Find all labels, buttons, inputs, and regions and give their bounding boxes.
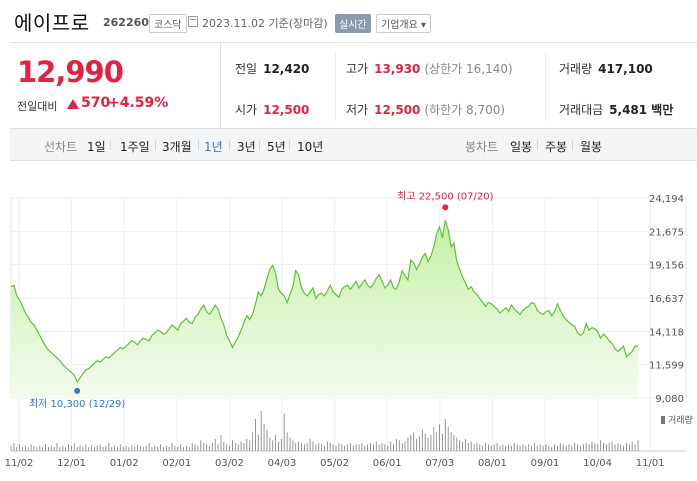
day-low: 저가 12,500 (하한가 8,700) xyxy=(346,101,505,118)
stock-code: 262260 xyxy=(103,16,149,29)
day-high-value: 13,930 xyxy=(374,62,421,76)
range-3m[interactable]: 3개월 xyxy=(162,140,192,154)
price-area xyxy=(11,220,638,398)
divider xyxy=(572,140,573,150)
volume-bars xyxy=(10,411,686,452)
candle-daily[interactable]: 일봉 xyxy=(510,140,533,154)
trade-amount: 거래대금 5,481 백만 xyxy=(559,101,673,118)
volume-label: 거래량 xyxy=(668,414,693,426)
x-tick-label: 11/01 xyxy=(636,458,665,469)
calendar-icon xyxy=(188,16,198,27)
divider xyxy=(545,51,546,121)
stock-header: 에이프로 262260 코스닥 2023.11.02 기준(장마감) 실시간 기… xyxy=(0,0,697,42)
x-tick-label: 06/01 xyxy=(373,458,402,469)
day-low-value: 12,500 xyxy=(374,103,421,117)
x-tick-label: 04/03 xyxy=(268,458,297,469)
lower-limit: (하한가 8,700) xyxy=(424,103,506,117)
divider xyxy=(259,140,260,150)
x-tick-label: 02/01 xyxy=(162,458,191,469)
current-price: 12,990 xyxy=(17,55,124,89)
day-low-label: 저가 xyxy=(346,103,369,117)
low-marker xyxy=(74,387,81,394)
chart-range-bar: 선차트 1일 1주일 3개월 1년 3년 5년 10년 봉차트 일봉 주봉 월봉 xyxy=(10,129,697,161)
x-tick-label: 08/01 xyxy=(478,458,507,469)
divider xyxy=(155,140,156,150)
x-tick-label: 05/02 xyxy=(320,458,349,469)
quote-date: 2023.11.02 기준(장마감) xyxy=(202,17,328,30)
upper-limit: (상한가 16,140) xyxy=(424,62,513,76)
range-1w[interactable]: 1주일 xyxy=(120,140,150,154)
stock-name[interactable]: 에이프로 xyxy=(14,11,90,35)
y-tick-label: 14,118 xyxy=(649,327,684,338)
prev-close-value: 12,420 xyxy=(263,62,310,76)
range-1d[interactable]: 1일 xyxy=(87,140,106,154)
y-tick-label: 16,637 xyxy=(649,294,684,305)
y-tick-label: 9,080 xyxy=(655,394,684,405)
divider xyxy=(537,140,538,150)
divider xyxy=(110,140,111,150)
x-tick-label: 09/01 xyxy=(531,458,560,469)
price-line xyxy=(10,220,639,384)
prev-close-label: 전일 xyxy=(235,62,258,76)
x-tick-label: 12/01 xyxy=(57,458,86,469)
x-axis: 11/02 12/01 01/02 02/01 03/02 04/03 05/02 06/01… xyxy=(5,458,665,469)
prev-close: 전일 12,420 xyxy=(235,60,309,77)
volume: 거래량 417,100 xyxy=(559,60,653,77)
divider xyxy=(229,140,230,150)
extreme-markers: 최고 22,500 (07/20) 최저 10,300 (12/29) xyxy=(29,190,494,409)
high-marker xyxy=(442,204,449,211)
x-tick-label: 07/03 xyxy=(425,458,454,469)
y-tick-label: 11,599 xyxy=(649,361,684,372)
low-annotation: 최저 10,300 (12/29) xyxy=(29,398,125,410)
day-high: 고가 13,930 (상한가 16,140) xyxy=(346,60,513,77)
up-arrow-icon xyxy=(67,99,79,109)
divider xyxy=(198,140,199,150)
candle-chart-title: 봉차트 xyxy=(465,140,499,154)
range-3y[interactable]: 3년 xyxy=(237,140,256,154)
realtime-button[interactable]: 실시간 xyxy=(335,14,371,33)
day-high-label: 고가 xyxy=(346,62,369,76)
divider xyxy=(335,51,336,121)
range-1y[interactable]: 1년 xyxy=(204,140,223,154)
trade-amount-value: 5,481 백만 xyxy=(609,103,674,117)
divider xyxy=(289,140,290,150)
x-tick-label: 01/02 xyxy=(110,458,139,469)
range-10y[interactable]: 10년 xyxy=(297,140,324,154)
volume-legend-icon xyxy=(661,416,665,424)
company-overview-dropdown[interactable]: 기업개요 ▾ xyxy=(376,14,431,33)
y-tick-label: 19,156 xyxy=(649,261,684,272)
y-axis: 24,194 21,675 19,156 16,637 14,118 11,599 9,08… xyxy=(649,194,684,405)
change-value: 570 xyxy=(81,95,111,111)
change-percent: +4.59% xyxy=(108,95,169,111)
x-tick-label: 11/02 xyxy=(5,458,34,469)
y-tick-label: 21,675 xyxy=(649,227,684,238)
range-5y[interactable]: 5년 xyxy=(267,140,286,154)
x-tick-label: 10/04 xyxy=(583,458,612,469)
open-value: 12,500 xyxy=(263,103,310,117)
volume-value: 417,100 xyxy=(598,62,653,76)
trade-amount-label: 거래대금 xyxy=(559,103,604,117)
market-badge: 코스닥 xyxy=(149,14,187,33)
price-summary: 12,990 전일대비 570 +4.59% xyxy=(10,43,221,129)
line-chart-title: 선차트 xyxy=(44,140,78,154)
quote-panel: 12,990 전일대비 570 +4.59% 전일 12,420 고가 13,930… xyxy=(10,42,697,129)
change-label: 전일대비 xyxy=(17,100,58,113)
open-label: 시가 xyxy=(235,103,258,117)
y-tick-label: 24,194 xyxy=(649,194,684,205)
open-price: 시가 12,500 xyxy=(235,101,309,118)
candle-monthly[interactable]: 월봉 xyxy=(580,140,603,154)
volume-label: 거래량 xyxy=(559,62,593,76)
high-annotation: 최고 22,500 (07/20) xyxy=(397,190,493,202)
candle-weekly[interactable]: 주봉 xyxy=(545,140,568,154)
x-tick-label: 03/02 xyxy=(215,458,244,469)
